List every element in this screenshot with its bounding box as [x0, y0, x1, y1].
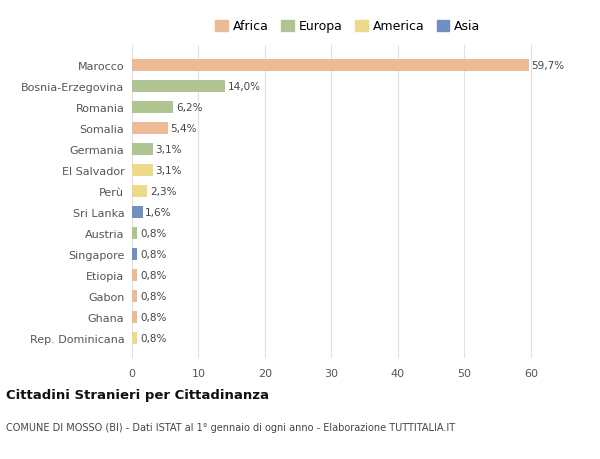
- Bar: [132, 269, 137, 281]
- Text: 0,8%: 0,8%: [140, 312, 166, 322]
- Text: 59,7%: 59,7%: [532, 61, 565, 71]
- Text: 14,0%: 14,0%: [228, 82, 261, 92]
- Text: COMUNE DI MOSSO (BI) - Dati ISTAT al 1° gennaio di ogni anno - Elaborazione TUTT: COMUNE DI MOSSO (BI) - Dati ISTAT al 1° …: [6, 422, 455, 432]
- Text: 0,8%: 0,8%: [140, 291, 166, 301]
- Bar: [132, 332, 137, 344]
- Text: 0,8%: 0,8%: [140, 249, 166, 259]
- Bar: [132, 123, 168, 134]
- Bar: [132, 186, 147, 197]
- Bar: [132, 207, 143, 218]
- Bar: [132, 165, 152, 176]
- Text: 0,8%: 0,8%: [140, 270, 166, 280]
- Legend: Africa, Europa, America, Asia: Africa, Europa, America, Asia: [215, 21, 481, 34]
- Bar: [132, 291, 137, 302]
- Bar: [132, 311, 137, 323]
- Text: 0,8%: 0,8%: [140, 229, 166, 238]
- Text: 2,3%: 2,3%: [150, 186, 176, 196]
- Bar: [132, 102, 173, 113]
- Text: 5,4%: 5,4%: [170, 123, 197, 134]
- Text: 3,1%: 3,1%: [155, 166, 182, 175]
- Text: 3,1%: 3,1%: [155, 145, 182, 155]
- Text: 1,6%: 1,6%: [145, 207, 172, 218]
- Text: 0,8%: 0,8%: [140, 333, 166, 343]
- Bar: [132, 228, 137, 239]
- Bar: [132, 81, 225, 93]
- Bar: [132, 249, 137, 260]
- Bar: [132, 60, 529, 72]
- Text: 6,2%: 6,2%: [176, 103, 202, 113]
- Text: Cittadini Stranieri per Cittadinanza: Cittadini Stranieri per Cittadinanza: [6, 388, 269, 401]
- Bar: [132, 144, 152, 155]
